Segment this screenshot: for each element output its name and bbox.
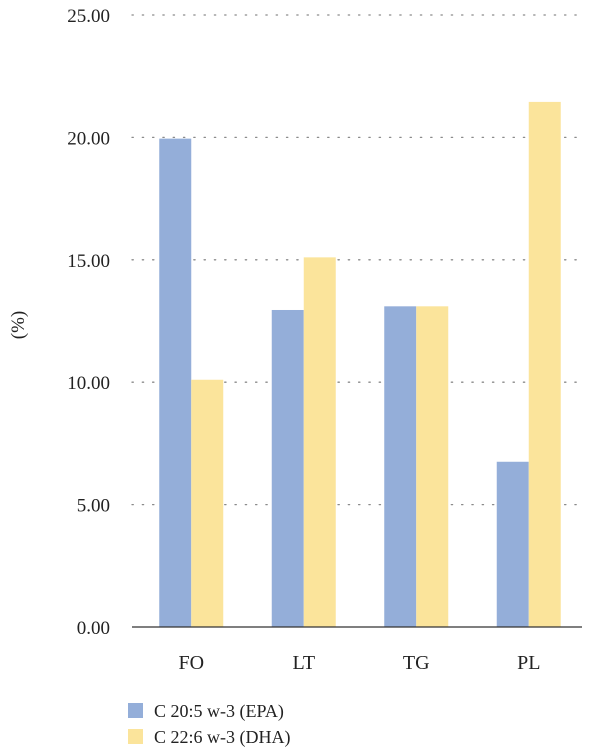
y-tick-label: 15.00 — [67, 251, 110, 272]
bar-fo-series-0 — [159, 138, 192, 627]
y-axis-title: (%) — [8, 311, 29, 339]
y-tick-label: 0.00 — [77, 618, 110, 639]
y-tick-label: 10.00 — [67, 373, 110, 394]
x-category-label: PL — [517, 652, 540, 674]
bars — [159, 101, 561, 628]
bar-lt-series-0 — [271, 309, 304, 627]
bar-pl-series-1 — [528, 101, 561, 628]
legend-label-0: C 20:5 w-3 (EPA) — [154, 701, 284, 722]
bar-pl-series-0 — [496, 461, 529, 627]
x-category-label: TG — [403, 652, 430, 674]
y-tick-label: 20.00 — [67, 128, 110, 149]
legend-label-1: C 22:6 w-3 (DHA) — [154, 727, 291, 748]
y-tick-label: 5.00 — [77, 496, 110, 517]
bar-lt-series-1 — [303, 257, 336, 627]
legend-swatch-1 — [128, 729, 143, 744]
bar-fo-series-1 — [191, 379, 224, 627]
x-category-label: FO — [178, 652, 204, 674]
y-tick-label: 25.00 — [67, 6, 110, 27]
legend-swatch-0 — [128, 703, 143, 718]
x-category-label: LT — [292, 652, 315, 674]
y-axis-ticks: 0.00 5.00 10.00 15.00 20.00 25.00 — [67, 6, 110, 639]
bar-tg-series-1 — [416, 306, 449, 627]
x-axis-categories: FO LT TG PL — [178, 652, 540, 674]
bar-tg-series-0 — [384, 306, 417, 627]
legend: C 20:5 w-3 (EPA) C 22:6 w-3 (DHA) — [128, 701, 291, 748]
